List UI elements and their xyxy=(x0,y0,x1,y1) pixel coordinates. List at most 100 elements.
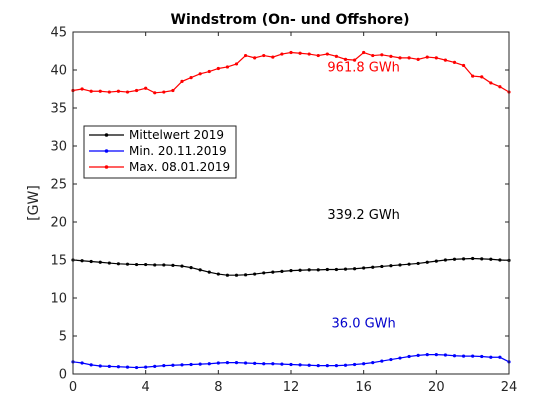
data-point-series-0 xyxy=(289,269,293,273)
legend-label: Max. 08.01.2019 xyxy=(129,160,230,174)
series-layer xyxy=(71,50,511,370)
data-point-series-0 xyxy=(461,257,466,261)
data-point-series-2 xyxy=(352,58,357,62)
y-tick-label: 15 xyxy=(50,254,67,269)
data-point-series-0 xyxy=(307,268,311,272)
y-tick-label: 40 xyxy=(50,64,67,79)
data-point-series-0 xyxy=(416,261,420,266)
data-point-series-0 xyxy=(116,262,121,266)
data-point-series-2 xyxy=(334,54,339,58)
data-point-series-1 xyxy=(334,364,339,368)
data-point-series-0 xyxy=(407,262,411,266)
x-tick-label: 4 xyxy=(142,380,150,395)
data-point-series-2 xyxy=(89,89,93,93)
energy-annotation: 36.0 GWh xyxy=(332,317,396,332)
data-point-series-2 xyxy=(198,72,202,76)
legend: Mittelwert 2019 Min. 20.11.2019 Max. 08.01… xyxy=(83,125,237,179)
data-point-series-2 xyxy=(125,90,130,94)
x-tick-label: 12 xyxy=(283,380,300,395)
data-point-series-1 xyxy=(480,354,484,359)
legend-marker xyxy=(104,165,109,169)
data-point-series-2 xyxy=(325,52,329,56)
y-tick-label: 10 xyxy=(50,292,67,307)
data-point-series-2 xyxy=(362,50,366,55)
data-point-series-2 xyxy=(144,86,148,90)
data-point-series-2 xyxy=(225,65,230,69)
data-point-series-1 xyxy=(234,361,239,365)
data-point-series-1 xyxy=(298,363,302,367)
data-point-series-0 xyxy=(262,271,266,275)
x-tick-label: 0 xyxy=(69,380,77,395)
data-point-series-0 xyxy=(498,258,502,262)
plot-area xyxy=(73,32,509,374)
data-point-series-1 xyxy=(343,363,348,367)
data-point-series-0 xyxy=(425,260,429,264)
data-point-series-1 xyxy=(380,359,384,363)
data-point-series-1 xyxy=(416,353,420,357)
data-point-series-1 xyxy=(425,353,429,357)
data-point-series-0 xyxy=(216,272,220,276)
data-point-series-0 xyxy=(80,259,84,263)
legend-marker xyxy=(104,149,109,153)
y-tick-label: 45 xyxy=(50,26,67,41)
data-point-series-1 xyxy=(89,363,93,367)
data-point-series-2 xyxy=(343,57,348,61)
data-point-series-0 xyxy=(171,263,175,267)
data-point-series-2 xyxy=(180,79,184,83)
data-point-series-1 xyxy=(352,362,357,367)
chart-title: Windstrom (On- und Offshore) xyxy=(171,12,410,28)
data-point-series-0 xyxy=(389,264,393,268)
data-point-series-1 xyxy=(362,362,366,366)
data-point-series-2 xyxy=(207,69,211,74)
data-point-series-1 xyxy=(498,355,502,359)
data-point-series-2 xyxy=(134,88,139,93)
data-point-series-0 xyxy=(380,264,384,269)
energy-annotation: 961.8 GWh xyxy=(327,61,400,76)
legend-marker xyxy=(104,133,109,137)
x-tick-label: 8 xyxy=(214,380,222,395)
data-point-series-2 xyxy=(289,50,293,55)
data-point-series-1 xyxy=(307,363,311,367)
data-point-series-2 xyxy=(407,56,411,60)
data-point-series-2 xyxy=(425,55,429,59)
data-point-series-0 xyxy=(352,267,357,271)
data-point-series-0 xyxy=(225,273,230,277)
data-point-series-1 xyxy=(253,361,257,365)
data-point-series-2 xyxy=(389,54,393,58)
x-tick-label: 20 xyxy=(428,380,445,395)
data-point-series-0 xyxy=(134,262,139,267)
data-point-series-0 xyxy=(198,268,202,272)
y-tick-label: 5 xyxy=(59,330,67,345)
data-point-series-0 xyxy=(325,267,329,272)
x-axis: 0 4 8 12 16 20 24 xyxy=(69,32,517,395)
data-point-series-0 xyxy=(280,269,284,273)
data-point-series-2 xyxy=(416,57,420,61)
data-point-series-1 xyxy=(271,362,275,366)
data-point-series-0 xyxy=(334,267,339,272)
data-point-series-2 xyxy=(280,52,284,56)
data-point-series-1 xyxy=(216,361,220,365)
data-point-series-0 xyxy=(89,259,93,264)
y-tick-label: 25 xyxy=(50,178,67,193)
data-point-series-2 xyxy=(307,52,311,56)
data-point-series-0 xyxy=(489,257,493,261)
data-point-series-1 xyxy=(189,362,193,367)
data-point-series-2 xyxy=(116,89,121,93)
x-tick-label: 16 xyxy=(355,380,372,395)
data-point-series-1 xyxy=(125,365,130,369)
data-point-series-0 xyxy=(271,270,275,274)
data-point-series-1 xyxy=(407,354,411,359)
data-point-series-1 xyxy=(461,354,466,358)
legend-label: Mittelwert 2019 xyxy=(129,128,224,142)
data-point-series-0 xyxy=(362,266,366,270)
data-point-series-2 xyxy=(253,56,257,60)
data-point-series-0 xyxy=(452,257,457,261)
data-point-series-2 xyxy=(371,53,375,58)
data-point-series-0 xyxy=(398,263,402,267)
data-point-series-0 xyxy=(298,268,302,272)
data-point-series-0 xyxy=(371,265,375,269)
x-tick-label: 24 xyxy=(501,380,518,395)
data-point-series-1 xyxy=(280,362,284,366)
annotation-layer: 961.8 GWh 339.2 GWh 36.0 GWh xyxy=(327,61,400,332)
data-point-series-1 xyxy=(198,362,202,366)
